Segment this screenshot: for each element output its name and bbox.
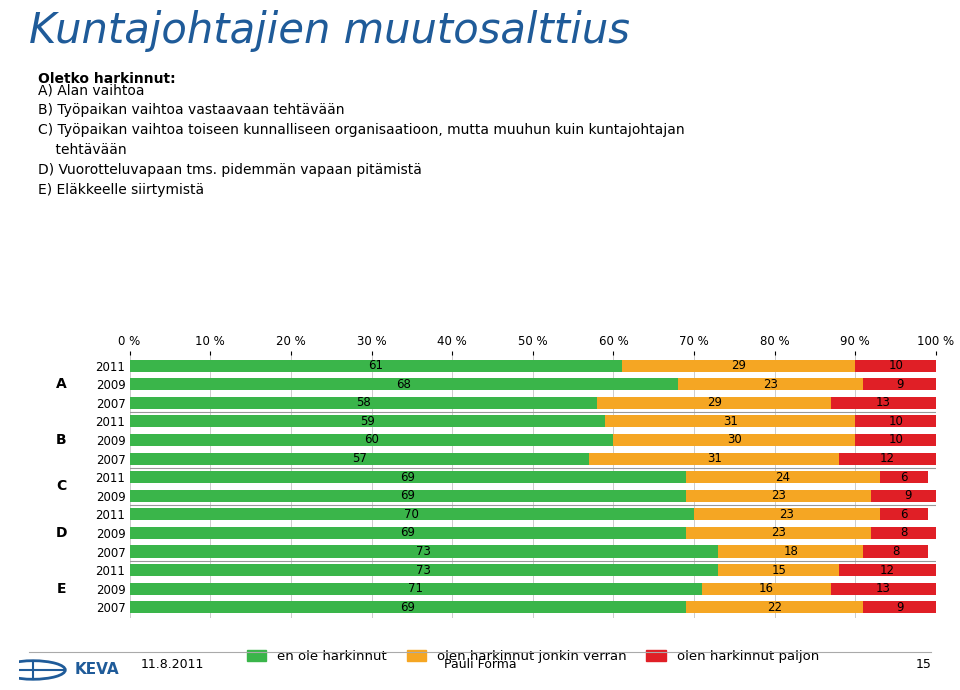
Text: 31: 31 <box>707 452 722 465</box>
Bar <box>831 397 936 408</box>
Text: 29: 29 <box>707 396 722 409</box>
Bar <box>130 415 606 427</box>
Text: 69: 69 <box>400 601 416 614</box>
Bar <box>718 546 863 558</box>
Bar <box>613 434 855 446</box>
Text: 10: 10 <box>888 415 903 428</box>
Text: 6: 6 <box>900 508 907 521</box>
Text: 69: 69 <box>400 526 416 540</box>
Bar <box>855 434 936 446</box>
Text: 13: 13 <box>876 396 891 409</box>
Bar <box>678 378 863 391</box>
Bar <box>130 509 694 520</box>
Bar <box>702 582 831 595</box>
Text: 24: 24 <box>776 471 790 484</box>
Bar <box>863 601 936 613</box>
Bar <box>686 601 863 613</box>
Text: 16: 16 <box>759 582 774 595</box>
Text: 73: 73 <box>417 564 431 577</box>
Bar <box>130 378 678 391</box>
Text: 8: 8 <box>892 545 900 558</box>
Text: 15: 15 <box>915 658 931 671</box>
Bar <box>130 397 597 408</box>
Text: 57: 57 <box>352 452 367 465</box>
Bar <box>621 359 855 372</box>
Bar <box>130 434 613 446</box>
Bar <box>855 415 936 427</box>
Bar <box>686 527 872 539</box>
Text: 73: 73 <box>417 545 431 558</box>
Bar <box>718 564 839 576</box>
Text: 61: 61 <box>368 359 383 372</box>
Text: 13: 13 <box>876 582 891 595</box>
Bar <box>130 601 686 613</box>
Text: B: B <box>56 433 66 447</box>
Text: E: E <box>57 582 66 595</box>
Text: 10: 10 <box>888 359 903 372</box>
Text: 68: 68 <box>396 377 411 391</box>
Bar <box>686 471 879 483</box>
Text: 71: 71 <box>408 582 423 595</box>
Text: 18: 18 <box>783 545 799 558</box>
Text: 29: 29 <box>731 359 746 372</box>
Bar <box>130 453 589 464</box>
Text: Kuntajohtajien muutosalttius: Kuntajohtajien muutosalttius <box>29 10 630 52</box>
Bar <box>130 564 718 576</box>
Bar <box>863 378 936 391</box>
Bar <box>872 490 944 502</box>
Bar <box>130 471 686 483</box>
Bar <box>686 490 872 502</box>
Text: 30: 30 <box>727 433 742 446</box>
Text: KEVA: KEVA <box>75 662 119 678</box>
Text: 23: 23 <box>771 526 786 540</box>
Text: 70: 70 <box>404 508 420 521</box>
Text: 69: 69 <box>400 489 416 502</box>
Bar <box>855 359 936 372</box>
Text: A) Alan vaihtoa
B) Työpaikan vaihtoa vastaavaan tehtävään
C) Työpaikan vaihtoa t: A) Alan vaihtoa B) Työpaikan vaihtoa vas… <box>38 83 685 197</box>
Text: 15: 15 <box>771 564 786 577</box>
Text: 23: 23 <box>763 377 779 391</box>
Text: 58: 58 <box>356 396 371 409</box>
Bar <box>839 564 936 576</box>
Text: Oletko harkinnut:: Oletko harkinnut: <box>38 72 176 86</box>
Text: 31: 31 <box>723 415 738 428</box>
Text: 10: 10 <box>888 433 903 446</box>
Bar <box>831 582 936 595</box>
Bar <box>130 490 686 502</box>
Text: 23: 23 <box>780 508 794 521</box>
Text: 69: 69 <box>400 471 416 484</box>
Text: 59: 59 <box>360 415 375 428</box>
Text: 11.8.2011: 11.8.2011 <box>141 658 204 671</box>
Text: 12: 12 <box>880 564 895 577</box>
Text: 12: 12 <box>880 452 895 465</box>
Text: 23: 23 <box>771 489 786 502</box>
Bar <box>130 546 718 558</box>
Legend: en ole harkinnut, olen harkinnut jonkin verran, olen harkinnut paljon: en ole harkinnut, olen harkinnut jonkin … <box>241 645 825 669</box>
Bar <box>130 582 702 595</box>
Bar <box>839 453 936 464</box>
Text: 60: 60 <box>364 433 379 446</box>
Bar <box>694 509 879 520</box>
Bar <box>879 509 928 520</box>
Text: C: C <box>56 480 66 493</box>
Text: 9: 9 <box>904 489 912 502</box>
Text: Pauli Forma: Pauli Forma <box>444 658 516 671</box>
Text: 9: 9 <box>896 377 903 391</box>
Bar <box>597 397 831 408</box>
Text: D: D <box>56 526 67 540</box>
Text: A: A <box>56 377 66 391</box>
Bar <box>130 527 686 539</box>
Bar <box>589 453 839 464</box>
Text: 6: 6 <box>900 471 907 484</box>
Bar <box>872 527 936 539</box>
Text: 22: 22 <box>767 601 782 614</box>
Text: 8: 8 <box>900 526 907 540</box>
Text: 9: 9 <box>896 601 903 614</box>
Bar <box>863 546 928 558</box>
Bar <box>879 471 928 483</box>
Bar <box>606 415 855 427</box>
Bar <box>130 359 621 372</box>
